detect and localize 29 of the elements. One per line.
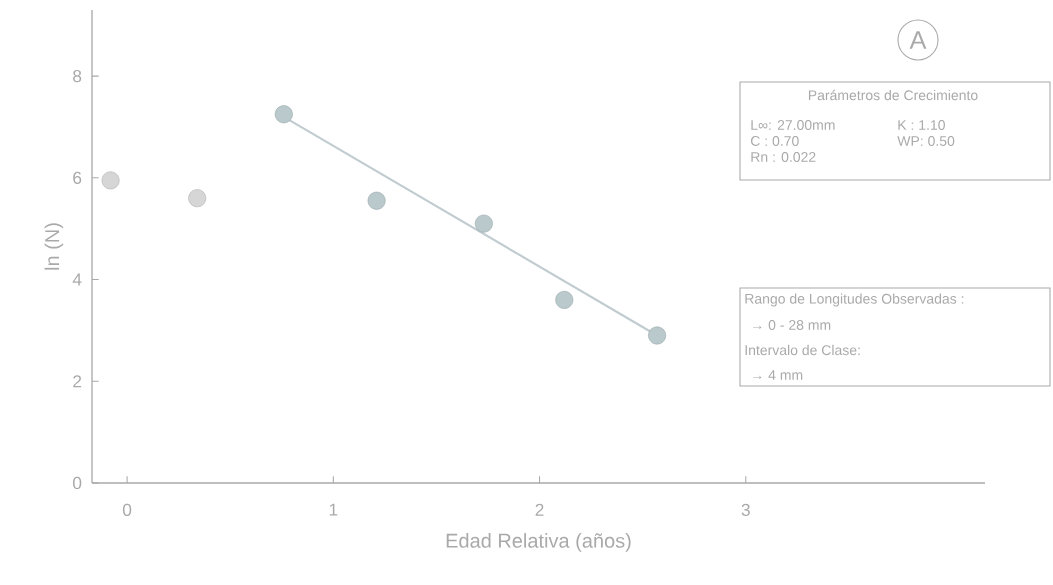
x-tick-label: 1	[329, 503, 338, 516]
point	[367, 191, 386, 210]
point	[474, 214, 493, 233]
point	[274, 105, 293, 124]
y-tick-label: 0	[73, 476, 82, 490]
annotation: C : 0.70	[750, 136, 799, 146]
annotation: Rango de Longitudes Observadas :	[745, 293, 964, 307]
y-tick-label: 8	[73, 69, 82, 83]
annotation: → 0 - 28 mm	[753, 320, 831, 330]
point	[101, 171, 120, 190]
point	[188, 189, 207, 208]
annotation: Rn : 0.022	[751, 152, 816, 162]
y-tick-label: 6	[73, 171, 82, 184]
point	[648, 326, 667, 345]
y-axis-title: ln (N)	[44, 223, 64, 270]
x-axis-title: Edad Relativa (años)	[446, 533, 631, 552]
annotation: WP: 0.50	[897, 136, 955, 146]
x-tick-label: 2	[535, 503, 544, 516]
y-tick-label: 4	[72, 273, 82, 286]
annotation: K : 1.10	[898, 120, 945, 130]
x-tick-label: 3	[741, 503, 750, 516]
y-tick-label: 2	[73, 375, 82, 388]
annotation: Intervalo de Clase:	[745, 344, 860, 356]
x-tick-label: 0	[122, 503, 132, 516]
annotation: A	[909, 31, 927, 49]
annotation: → 4 mm	[753, 370, 803, 380]
point	[555, 290, 574, 309]
annotation: L∞: 27.00mm	[751, 120, 835, 130]
annotation: Parámetros de Crecimiento	[808, 89, 978, 101]
